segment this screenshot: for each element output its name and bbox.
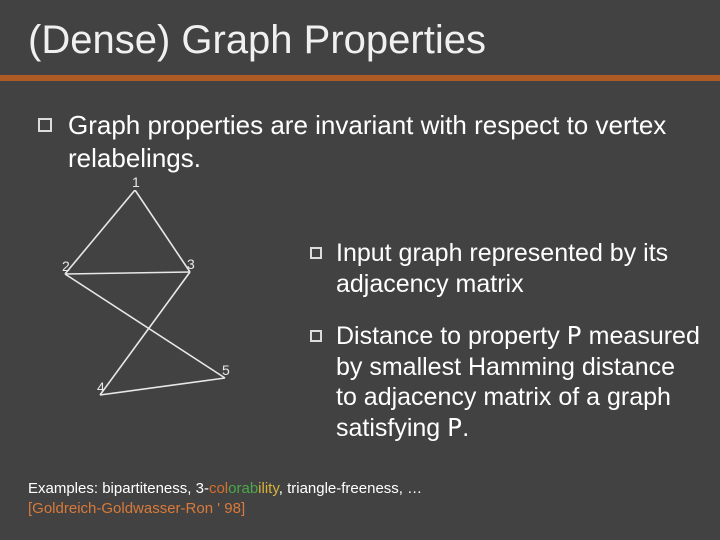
sub-bullet-list: Input graph represented by its adjacency… (310, 238, 700, 465)
example-3col-part1: col (209, 480, 228, 497)
main-bullet-text: Graph properties are invariant with resp… (68, 109, 690, 174)
bullet-icon (310, 247, 322, 259)
sub-bullet-2-text: Distance to property P measured by small… (336, 321, 700, 443)
examples-line: Examples: bipartiteness, 3-colorability,… (28, 479, 422, 499)
slide-title: (Dense) Graph Properties (0, 0, 720, 75)
graph-diagram: 12345 (60, 190, 280, 420)
example-3col-part2: orab (228, 480, 258, 497)
graph-svg (60, 190, 280, 420)
graph-node-label: 5 (222, 362, 230, 378)
text-frag: Examples: (28, 480, 102, 497)
text-frag-code: P (567, 321, 582, 350)
text-frag: , triangle-freeness, … (279, 480, 422, 497)
text-frag: , (187, 480, 195, 497)
graph-edge (65, 190, 135, 274)
sub-bullet-1: Input graph represented by its adjacency… (310, 238, 700, 299)
graph-edge (135, 190, 190, 272)
sub-bullet-2: Distance to property P measured by small… (310, 321, 700, 443)
bullet-icon (38, 118, 52, 132)
reference-citation: [Goldreich-Goldwasser-Ron ' 98] (28, 499, 422, 519)
text-frag: . (462, 414, 469, 442)
example-3col-part3: ility (258, 480, 279, 497)
main-bullet: Graph properties are invariant with resp… (0, 81, 720, 174)
graph-node-label: 3 (187, 256, 195, 272)
sub-bullet-1-text: Input graph represented by its adjacency… (336, 238, 700, 299)
graph-node-label: 4 (97, 379, 105, 395)
graph-edge (65, 274, 225, 378)
graph-edge (100, 378, 225, 395)
bullet-icon (310, 330, 322, 342)
footer-examples: Examples: bipartiteness, 3-colorability,… (28, 479, 422, 518)
text-frag: Distance to property (336, 322, 567, 350)
text-frag-code: P (447, 413, 462, 442)
graph-node-label: 1 (132, 174, 140, 190)
example-bipartiteness: bipartiteness (102, 480, 187, 497)
text-frag: 3- (196, 480, 209, 497)
graph-node-label: 2 (62, 258, 70, 274)
graph-edge (100, 272, 190, 395)
graph-edge (65, 272, 190, 274)
